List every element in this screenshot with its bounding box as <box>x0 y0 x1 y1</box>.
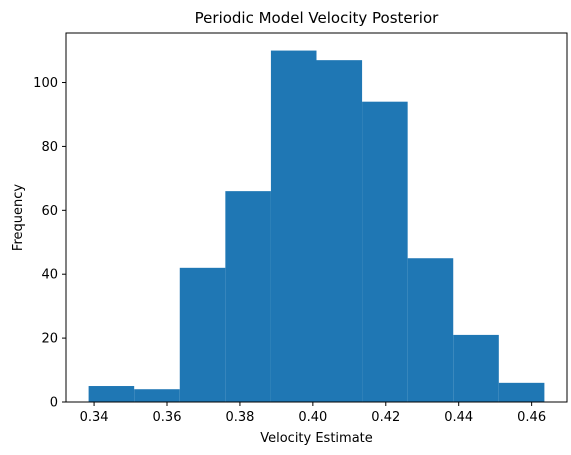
y-tick-label: 60 <box>41 204 58 219</box>
histogram-bar-4 <box>270 50 317 402</box>
x-axis-ticks: 0.34 0.36 0.38 0.40 0.42 0.44 0.46 <box>80 402 546 425</box>
y-tick-label: 80 <box>41 140 58 155</box>
histogram-bar-1 <box>134 389 180 402</box>
histogram-bar-0 <box>88 386 135 402</box>
histogram-bar-7 <box>407 258 454 402</box>
histogram-bar-2 <box>179 267 226 402</box>
y-tick-label: 20 <box>41 332 58 347</box>
x-tick-label: 0.42 <box>371 410 400 425</box>
x-tick-label: 0.40 <box>298 410 327 425</box>
histogram-bar-8 <box>453 334 499 402</box>
plot-frame <box>65 32 568 403</box>
histogram-bar-6 <box>362 101 408 403</box>
chart-title: Periodic Model Velocity Posterior <box>195 9 439 27</box>
bars-group <box>88 50 545 403</box>
histogram-bar-3 <box>225 191 271 402</box>
y-tick-label: 40 <box>41 268 58 283</box>
x-axis-label: Velocity Estimate <box>260 431 373 446</box>
y-tick-label: 0 <box>50 396 58 411</box>
x-tick-label: 0.38 <box>225 410 254 425</box>
x-tick-label: 0.34 <box>80 410 109 425</box>
histogram-bar-5 <box>316 60 363 402</box>
histogram-bar-9 <box>498 382 545 402</box>
y-axis-label: Frequency <box>11 184 26 251</box>
y-axis-ticks: 0 20 40 60 80 100 <box>33 76 66 411</box>
x-tick-label: 0.46 <box>517 410 546 425</box>
x-tick-label: 0.44 <box>444 410 473 425</box>
x-tick-label: 0.36 <box>153 410 182 425</box>
y-tick-label: 100 <box>33 76 58 91</box>
